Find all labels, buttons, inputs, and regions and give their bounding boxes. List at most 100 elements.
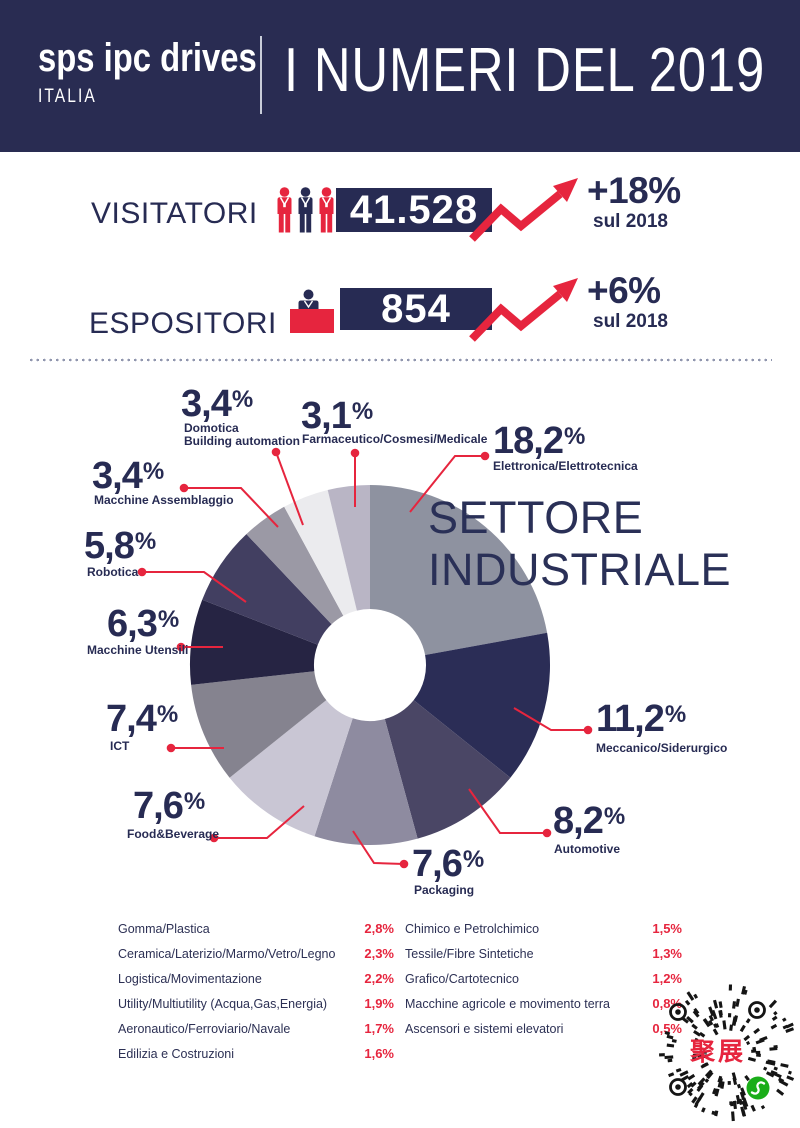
sector-name: Ceramica/Laterizio/Marmo/Vetro/Legno (118, 946, 336, 961)
visitors-delta: +18% sul 2018 (587, 172, 681, 231)
table-row: Logistica/Movimentazione 2,2% (118, 966, 394, 991)
sector-name: Chimico e Petrolchimico (405, 921, 540, 936)
slice-label-0: Elettronica/Elettrotecnica (493, 459, 638, 473)
sector-percent: 1,5% (652, 921, 682, 936)
sector-percent: 1,9% (364, 996, 394, 1011)
slice-label-2: Automotive (554, 842, 620, 856)
table-row: Gomma/Plastica 2,8% (118, 916, 394, 941)
chart-title-line2: INDUSTRIALE (428, 544, 732, 595)
slice-value-4: 7,6% (133, 785, 206, 827)
sector-percent: 2,8% (364, 921, 394, 936)
sector-name: Ascensori e sistemi elevatori (405, 1021, 564, 1036)
sector-name: Utility/Multiutility (Acqua,Gas,Energia) (118, 996, 328, 1011)
slice-label-5: ICT (110, 739, 130, 753)
sector-percent: 0,5% (652, 1021, 682, 1036)
sector-percent: 1,3% (652, 946, 682, 961)
exhibitors-delta-caption: sul 2018 (593, 311, 668, 332)
pie-slice-5 (191, 671, 327, 778)
callout-line-1 (513, 707, 588, 731)
slice-value-6: 6,3% (107, 603, 180, 645)
header-banner: sps ipc drives ITALIA I NUMERI DEL 2019 (0, 0, 800, 152)
pie-slice-8 (246, 506, 344, 625)
slice-value-2: 8,2% (553, 800, 626, 842)
table-row: Aeronautico/Ferroviario/Navale 1,7% (118, 1016, 394, 1041)
trend-up-arrow-icon (469, 278, 578, 342)
sector-percent: 1,6% (364, 1046, 394, 1061)
callout-line-3 (352, 830, 405, 865)
slice-label-8: Macchine Assemblaggio (94, 493, 234, 507)
sector-name: Tessile/Fibre Sintetiche (405, 946, 534, 961)
percent-sign: % (603, 803, 626, 830)
pie-slice-1 (413, 632, 551, 778)
table-row: Macchine agricole e movimento terra 0,8% (405, 991, 682, 1016)
table-row: Utility/Multiutility (Acqua,Gas,Energia)… (118, 991, 394, 1016)
pie-slice-6 (189, 599, 318, 685)
page-title: I NUMERI DEL 2019 (284, 36, 766, 105)
slice-value-3: 7,6% (412, 843, 485, 885)
slice-value-10: 3,1% (301, 395, 374, 437)
qr-app-logo-icon (746, 1076, 770, 1100)
header-divider (260, 36, 262, 114)
exhibitors-count: 854 (381, 286, 451, 331)
slice-label-9: Domotica Building automation (184, 421, 300, 448)
slice-label-1: Meccanico/Siderurgico (596, 741, 728, 755)
visitors-delta-caption: sul 2018 (593, 211, 668, 232)
percent-sign: % (157, 606, 180, 633)
pie-slice-9 (284, 490, 357, 616)
table-row: Tessile/Fibre Sintetiche 1,3% (405, 941, 682, 966)
sector-name: Gomma/Plastica (118, 921, 210, 936)
table-row: Ceramica/Laterizio/Marmo/Vetro/Legno 2,3… (118, 941, 394, 966)
other-sectors-table-left: Gomma/Plastica 2,8% Ceramica/Laterizio/Ma… (118, 916, 394, 1066)
slice-value-8: 3,4% (92, 455, 165, 497)
slice-value-1: 11,2% (596, 698, 687, 740)
section-divider (28, 358, 772, 362)
qr-code: 聚展 (659, 984, 795, 1122)
slice-label-10: Farmaceutico/Cosmesi/Medicale (302, 432, 488, 446)
visitors-count-box: 41.528 (336, 188, 492, 232)
sector-name: Macchine agricole e movimento terra (405, 996, 610, 1011)
pie-slice-10 (327, 484, 370, 611)
percent-sign: % (142, 458, 165, 485)
brand-name: sps ipc drives (38, 36, 257, 80)
callout-dot-0 (480, 451, 490, 461)
percent-sign: % (231, 386, 254, 413)
slice-label-3: Packaging (414, 883, 475, 897)
chart-title: SETTORE INDUSTRIALE (428, 492, 731, 596)
percent-sign: % (563, 423, 586, 450)
qr-center-text: 聚展 (689, 1038, 746, 1066)
slice-value-7: 5,8% (84, 525, 157, 567)
table-row: Chimico e Petrolchimico 1,5% (405, 916, 682, 941)
slice-value-5: 7,4% (106, 698, 179, 740)
percent-sign: % (462, 846, 485, 873)
table-row: Ascensori e sistemi elevatori 0,5% (405, 1016, 682, 1041)
slice-label-6: Macchine Utensili (87, 643, 189, 657)
sector-name: Logistica/Movimentazione (118, 971, 262, 986)
qr-finder-icon (669, 1078, 687, 1096)
callout-dot-2 (542, 828, 552, 838)
brand-logo: sps ipc drives ITALIA (38, 38, 257, 108)
chart-title-line1: SETTORE (428, 492, 644, 543)
exhibitors-delta: +6% sul 2018 (587, 272, 668, 331)
percent-sign: % (664, 701, 687, 728)
callout-line-7 (142, 571, 247, 603)
callout-dot-5 (166, 743, 176, 753)
exhibitors-count-box: 854 (340, 286, 492, 331)
brand-country: ITALIA (38, 86, 97, 107)
sector-percent: 0,8% (652, 996, 682, 1011)
slice-label-7: Robotica (87, 565, 139, 579)
table-row: Grafico/Cartotecnico 1,2% (405, 966, 682, 991)
percent-sign: % (183, 788, 206, 815)
sector-percent: 1,7% (364, 1021, 394, 1036)
callout-line-2 (468, 788, 547, 834)
callout-dot-10 (350, 448, 360, 458)
pie-slice-7 (202, 534, 332, 645)
slice-value-0: 18,2% (493, 420, 586, 462)
sector-name: Edilizia e Costruzioni (118, 1046, 235, 1061)
qr-finder-icon (669, 1003, 687, 1021)
callout-dot-1 (583, 725, 593, 735)
exhibitor-booth-icon (290, 289, 334, 333)
callout-dot-9 (271, 447, 281, 457)
sector-percent: 2,2% (364, 971, 394, 986)
percent-sign: % (156, 701, 179, 728)
